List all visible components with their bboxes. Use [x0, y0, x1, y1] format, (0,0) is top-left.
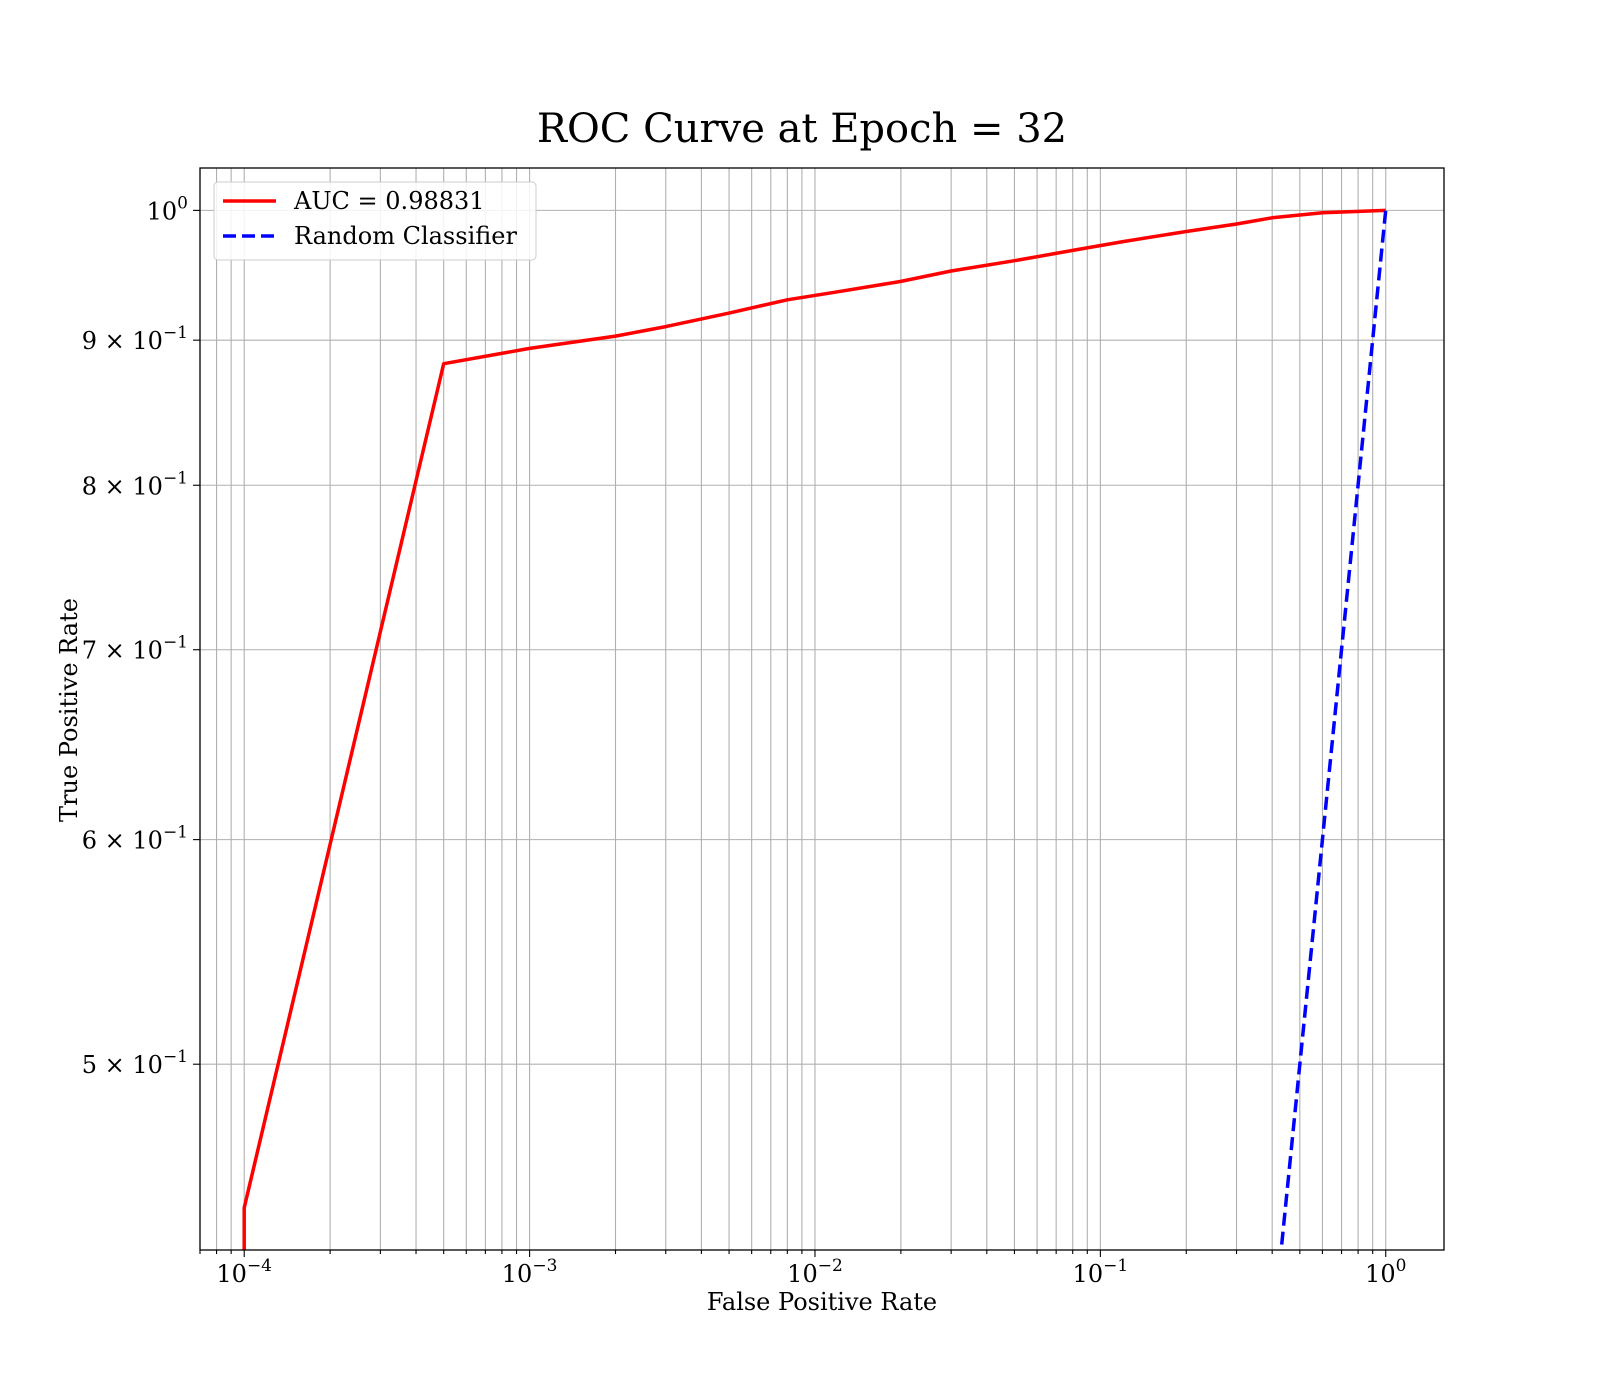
x-tick-label: 10−1 [1073, 1256, 1129, 1288]
y-tick-label: 100 [147, 193, 188, 225]
x-axis-label: False Positive Rate [707, 1288, 937, 1316]
y-tick-label: 6 × 10−1 [82, 823, 188, 855]
legend-label-random: Random Classifier [294, 222, 517, 250]
x-tick-label: 10−2 [787, 1256, 843, 1288]
series-layer [242, 208, 1388, 1250]
chart-title: ROC Curve at Epoch = 32 [537, 106, 1067, 152]
grid-lines [199, 168, 1444, 1250]
roc-curve-line [242, 208, 1386, 1250]
legend-label-roc: AUC = 0.98831 [293, 187, 485, 215]
y-axis-ticks: 5 × 10−1 6 × 10−1 7 × 10−1 8 × 10−1 9 × 10−1… [82, 193, 200, 1079]
plot-area-frame [199, 167, 1445, 1251]
legend: AUC = 0.98831 Random Classifier [213, 181, 537, 261]
legend-box [213, 181, 537, 261]
y-tick-label: 9 × 10−1 [82, 323, 188, 355]
random-classifier-line [1279, 210, 1388, 1250]
x-tick-label: 100 [1365, 1256, 1406, 1288]
y-tick-label: 5 × 10−1 [82, 1047, 188, 1079]
x-axis-ticks: 10−4 10−3 10−2 10−1 100 [199, 1250, 1406, 1288]
x-tick-label: 10−4 [216, 1256, 272, 1288]
x-tick-label: 10−3 [502, 1256, 558, 1288]
y-tick-label: 8 × 10−1 [82, 468, 188, 500]
y-tick-label: 7 × 10−1 [82, 633, 188, 665]
y-axis-label: True Positive Rate [55, 598, 83, 822]
